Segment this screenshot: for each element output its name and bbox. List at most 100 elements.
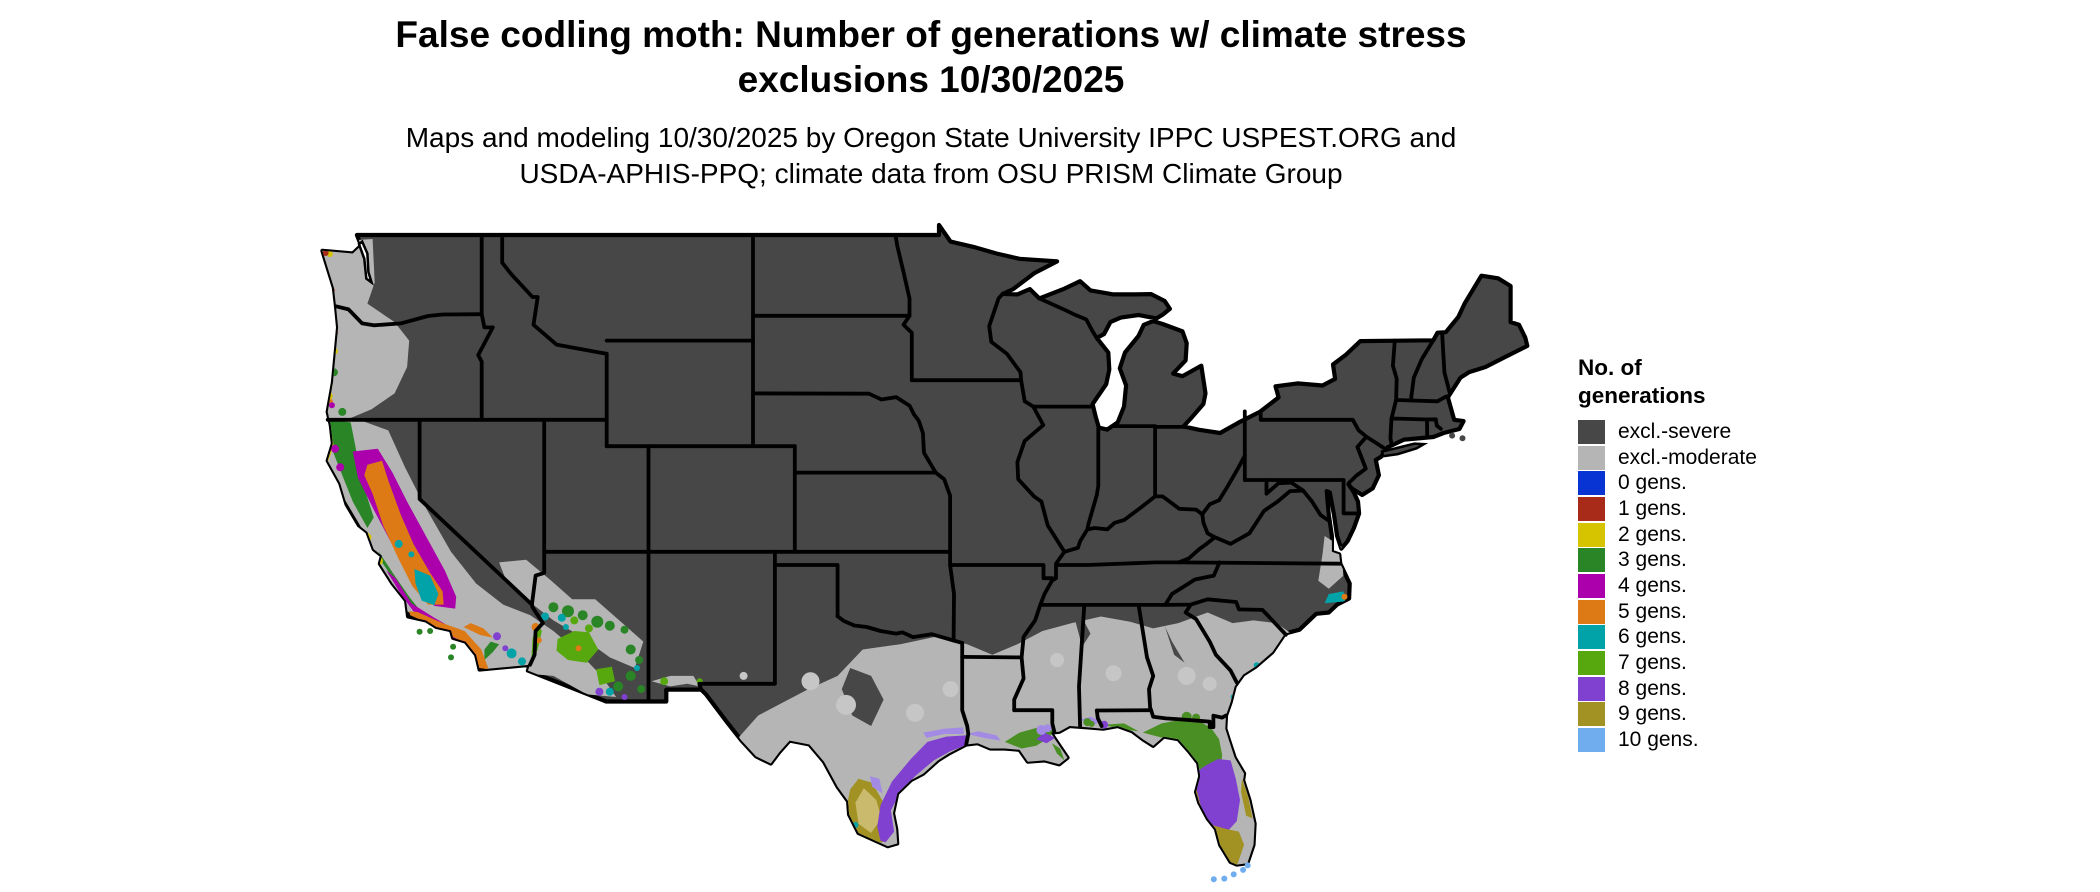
legend-label: 4 gens. <box>1618 573 1687 597</box>
legend-item: 9 gens. <box>1578 702 1757 728</box>
region-overlay <box>364 460 444 605</box>
region-dot <box>1177 666 1196 685</box>
region-dot <box>577 610 588 621</box>
state-border-line <box>1012 708 1057 734</box>
state-border-line <box>1037 296 1099 340</box>
state-border-line <box>1163 560 1222 607</box>
region-dot <box>584 624 593 633</box>
state-border-line <box>948 549 956 643</box>
legend-item: excl.-moderate <box>1578 445 1757 471</box>
state-borders <box>325 233 1452 747</box>
region-dot <box>634 665 640 671</box>
legend-label: 3 gens. <box>1618 548 1687 572</box>
region-dot <box>331 444 339 453</box>
region-dot <box>322 250 329 256</box>
state-border-line <box>960 655 1024 660</box>
legend-item: excl.-severe <box>1578 419 1757 445</box>
region-dot <box>942 681 959 698</box>
region-dot <box>625 670 636 681</box>
region-dot <box>518 657 526 666</box>
legend-item: 6 gens. <box>1578 625 1757 651</box>
island-dot <box>1240 866 1247 873</box>
region-overlay <box>1192 759 1240 833</box>
legend-item: 4 gens. <box>1578 573 1757 599</box>
region-dot <box>1202 676 1217 691</box>
island-dot <box>1230 871 1237 878</box>
region-overlay <box>967 731 1001 741</box>
region-dot <box>625 644 636 655</box>
state-border-line <box>334 304 484 328</box>
state-border-line <box>1341 478 1361 516</box>
state-border-line <box>530 417 547 607</box>
legend-title: No. of generations <box>1578 354 1757 410</box>
region-overlay <box>855 788 882 833</box>
region-dot <box>801 672 820 691</box>
figure-subtitle: Maps and modeling 10/30/2025 by Oregon S… <box>231 120 1631 192</box>
region-overlay <box>596 666 615 686</box>
island-dot <box>416 628 423 635</box>
region-dot <box>336 463 345 472</box>
legend-swatch <box>1578 471 1605 496</box>
region-overlay <box>1051 743 1065 761</box>
state-border-line <box>1389 416 1443 431</box>
legend-item: 8 gens. <box>1578 676 1757 702</box>
legend-swatch <box>1578 599 1605 624</box>
legend-label: 1 gens. <box>1618 496 1687 520</box>
legend-items: excl.-severe excl.-moderate 0 gens. 1 gens.… <box>1578 419 1757 753</box>
region-dot <box>604 620 615 631</box>
region-dot <box>328 402 335 409</box>
state-border-line <box>1301 488 1332 524</box>
region-overlay <box>409 611 489 670</box>
long-island <box>1380 442 1429 458</box>
region-dot <box>613 681 624 692</box>
legend-item: 1 gens. <box>1578 496 1757 522</box>
legend-item: 3 gens. <box>1578 547 1757 573</box>
island-dot <box>427 628 434 634</box>
state-border-line <box>835 614 965 645</box>
state-border-line <box>528 602 545 667</box>
legend-title-line-2: generations <box>1578 383 1706 408</box>
region-overlay <box>414 569 439 606</box>
state-border-line <box>1364 434 1385 450</box>
state-border-line <box>1183 602 1239 685</box>
region-overlay <box>923 727 965 738</box>
region-dot <box>1105 665 1122 682</box>
legend-label: 2 gens. <box>1618 522 1687 546</box>
region-dot <box>635 656 644 664</box>
region-dot <box>620 625 629 634</box>
state-border-line <box>1409 338 1436 403</box>
region-dot <box>1088 720 1095 727</box>
region-overlay <box>484 641 500 660</box>
state-border-line <box>751 391 952 498</box>
legend-swatch <box>1578 625 1605 650</box>
region-overlay <box>1241 778 1253 819</box>
state-border-line <box>1394 394 1448 404</box>
legend-swatch <box>1578 573 1605 598</box>
region-dot <box>535 637 542 644</box>
legend-label: 5 gens. <box>1618 599 1687 623</box>
state-border-line <box>1176 512 1217 565</box>
region-dot <box>739 671 748 680</box>
region-overlay <box>1036 732 1055 744</box>
legend-label: 9 gens. <box>1618 702 1687 726</box>
state-border-line <box>697 563 777 692</box>
region-overlay <box>463 623 493 638</box>
region-dot <box>541 612 549 621</box>
legend-swatch <box>1578 676 1605 701</box>
region-overlay <box>1324 591 1346 604</box>
region-dot <box>394 539 403 548</box>
region-dot <box>557 613 566 622</box>
title-line-1: False codling moth: Number of generation… <box>395 14 1467 55</box>
legend-swatch <box>1578 728 1605 753</box>
legend-label: 8 gens. <box>1618 676 1687 700</box>
state-border-line <box>500 233 609 356</box>
state-border-line <box>1136 603 1156 713</box>
legend-label: excl.-moderate <box>1618 445 1757 469</box>
legend-swatch <box>1578 445 1605 470</box>
legend-swatch <box>1578 651 1605 676</box>
state-border-line <box>893 233 914 383</box>
legend-item: 5 gens. <box>1578 599 1757 625</box>
state-border-line <box>1440 330 1452 394</box>
region-overlay <box>870 776 883 794</box>
